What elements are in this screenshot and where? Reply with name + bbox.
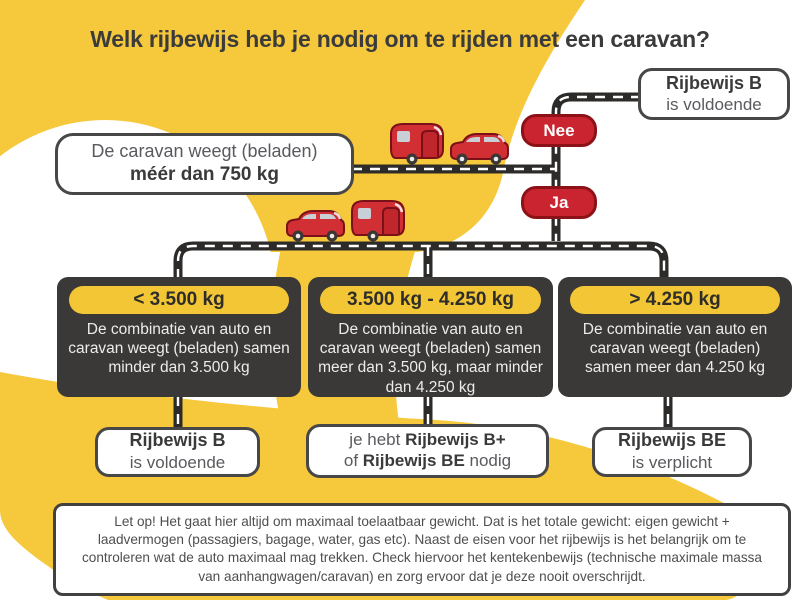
- branch-body-over-4250: De combinatie van auto en caravan weegt …: [582, 321, 768, 377]
- page-title: Welk rijbewijs heb je nodig om te rijden…: [90, 26, 710, 52]
- branch-body-under-3500: De combinatie van auto en caravan weegt …: [68, 321, 290, 377]
- result-line: is verplicht: [631, 453, 713, 472]
- branch-header-over-4250: > 4.250 kg: [570, 286, 780, 314]
- branch-header-3500-4250: 3.500 kg - 4.250 kg: [320, 286, 541, 314]
- car-icon: [450, 133, 509, 165]
- result-box-license-b: Rijbewijs B is voldoende: [95, 427, 260, 477]
- result-box-license-bplus-be: je hebt Rijbewijs B+ of Rijbewijs BE nod…: [306, 424, 549, 478]
- result-box-no: Rijbewijs B is voldoende: [638, 68, 790, 120]
- result-line: Rijbewijs BE: [617, 430, 727, 451]
- branch-body-3500-4250: De combinatie van auto en caravan weegt …: [318, 321, 543, 396]
- result-line: je hebt Rijbewijs B+: [349, 430, 506, 450]
- result-no-line-2: is voldoende: [666, 94, 762, 114]
- car-icon: [286, 210, 345, 242]
- caravan-icon: [390, 123, 444, 165]
- branch-box-over-4250: > 4.250 kg De combinatie van auto en car…: [558, 277, 792, 397]
- result-line: Rijbewijs B: [129, 430, 226, 451]
- question-line-2: méér dan 750 kg: [130, 164, 279, 186]
- branch-box-3500-4250: 3.500 kg - 4.250 kg De combinatie van au…: [308, 277, 553, 397]
- disclaimer-note: Let op! Het gaat hier altijd om maximaal…: [53, 503, 791, 596]
- branch-box-under-3500: < 3.500 kg De combinatie van auto en car…: [57, 277, 301, 397]
- branch-header-under-3500: < 3.500 kg: [69, 286, 289, 314]
- yes-badge: Ja: [521, 186, 597, 219]
- caravan-icon: [351, 200, 405, 242]
- no-badge: Nee: [521, 114, 597, 147]
- disclaimer-text: Let op! Het gaat hier altijd om maximaal…: [81, 514, 762, 584]
- result-line: is voldoende: [129, 453, 226, 472]
- result-no-line-1: Rijbewijs B: [665, 72, 763, 93]
- question-line-1: De caravan weegt (beladen): [91, 141, 318, 162]
- question-box: De caravan weegt (beladen) méér dan 750 …: [55, 133, 354, 195]
- result-line: of Rijbewijs BE nodig: [343, 451, 512, 470]
- result-box-license-be: Rijbewijs BE is verplicht: [592, 427, 752, 477]
